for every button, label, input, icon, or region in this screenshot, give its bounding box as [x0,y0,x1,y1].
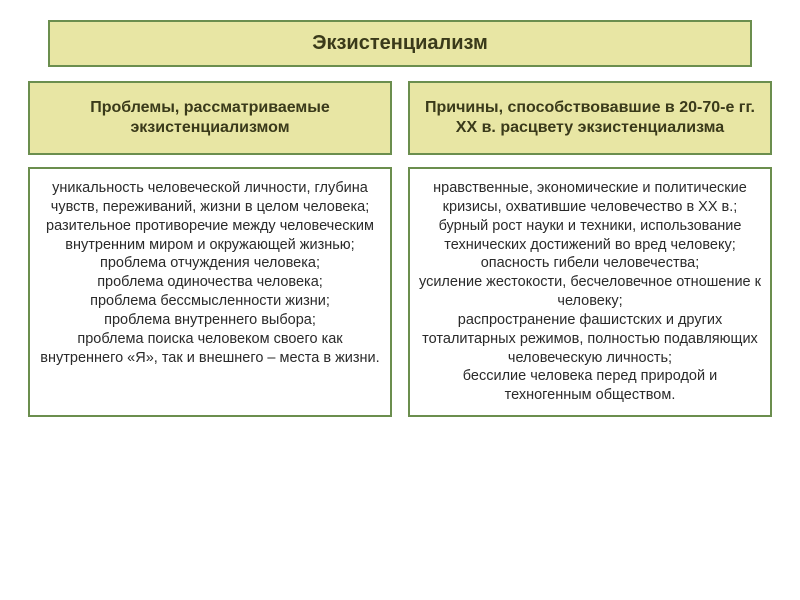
columns-container: Проблемы, рассматриваемые экзистенциализ… [28,81,772,417]
right-content: нравственные, экономические и политическ… [408,167,772,417]
left-column: Проблемы, рассматриваемые экзистенциализ… [28,81,392,417]
left-subtitle: Проблемы, рассматриваемые экзистенциализ… [28,81,392,155]
right-column: Причины, способствовавшие в 20-70-е гг. … [408,81,772,417]
right-subtitle: Причины, способствовавшие в 20-70-е гг. … [408,81,772,155]
left-content: уникальность человеческой личности, глуб… [28,167,392,417]
diagram-title: Экзистенциализм [48,20,752,67]
